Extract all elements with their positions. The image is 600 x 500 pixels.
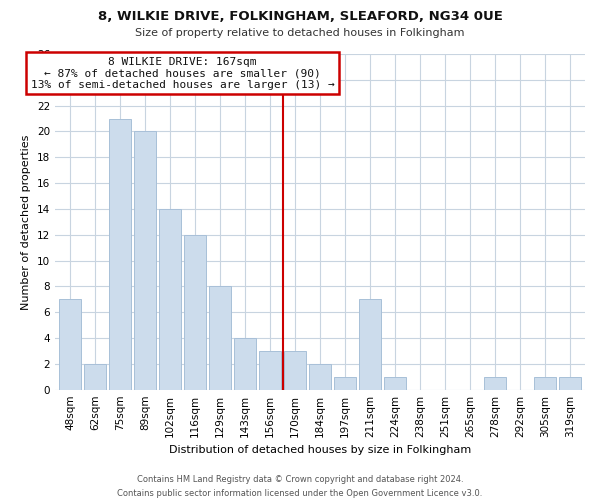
Bar — [84, 364, 106, 390]
Bar — [234, 338, 256, 390]
Bar — [59, 300, 81, 390]
Y-axis label: Number of detached properties: Number of detached properties — [22, 134, 31, 310]
Text: 8, WILKIE DRIVE, FOLKINGHAM, SLEAFORD, NG34 0UE: 8, WILKIE DRIVE, FOLKINGHAM, SLEAFORD, N… — [98, 10, 502, 23]
Text: Size of property relative to detached houses in Folkingham: Size of property relative to detached ho… — [135, 28, 465, 38]
Bar — [259, 351, 281, 390]
Text: 8 WILKIE DRIVE: 167sqm
← 87% of detached houses are smaller (90)
13% of semi-det: 8 WILKIE DRIVE: 167sqm ← 87% of detached… — [31, 56, 334, 90]
Bar — [159, 209, 181, 390]
Bar — [359, 300, 381, 390]
Bar — [559, 377, 581, 390]
Bar — [184, 235, 206, 390]
Text: Contains HM Land Registry data © Crown copyright and database right 2024.
Contai: Contains HM Land Registry data © Crown c… — [118, 476, 482, 498]
Bar — [384, 377, 406, 390]
Bar — [534, 377, 556, 390]
Bar — [284, 351, 306, 390]
Bar — [134, 132, 156, 390]
Bar — [334, 377, 356, 390]
Bar — [309, 364, 331, 390]
Bar — [484, 377, 506, 390]
Bar — [109, 118, 131, 390]
X-axis label: Distribution of detached houses by size in Folkingham: Distribution of detached houses by size … — [169, 445, 471, 455]
Bar — [209, 286, 231, 390]
